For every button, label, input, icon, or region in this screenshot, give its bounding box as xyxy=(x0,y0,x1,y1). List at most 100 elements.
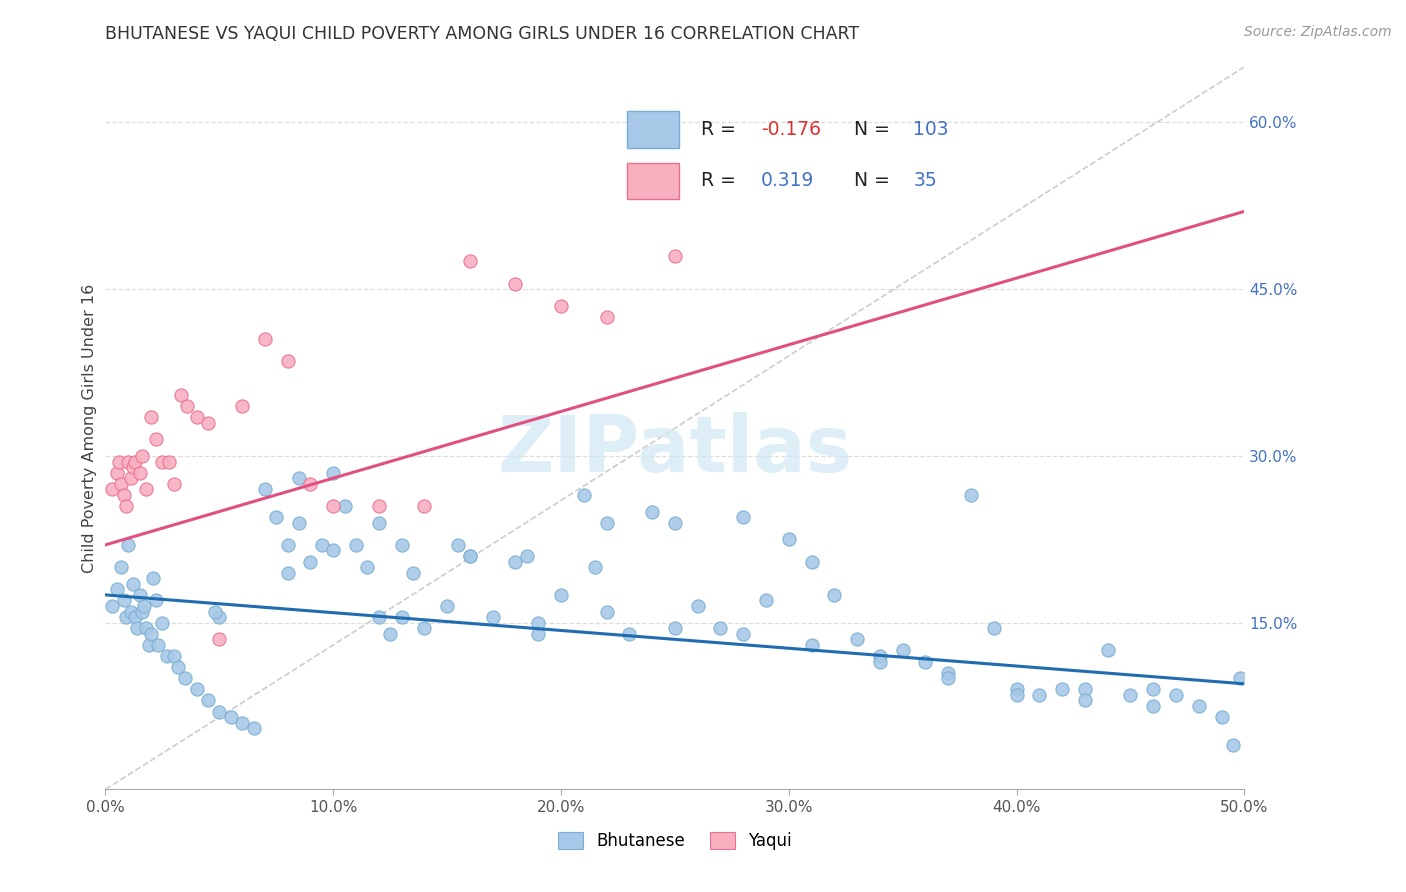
Point xyxy=(152,454,174,468)
Point xyxy=(131,449,153,463)
Text: ZIPatlas: ZIPatlas xyxy=(498,412,852,488)
Point xyxy=(135,621,157,635)
Point xyxy=(135,483,157,497)
Text: BHUTANESE VS YAQUI CHILD POVERTY AMONG GIRLS UNDER 16 CORRELATION CHART: BHUTANESE VS YAQUI CHILD POVERTY AMONG G… xyxy=(105,25,859,43)
Point xyxy=(1142,682,1164,697)
Point xyxy=(219,710,242,724)
Point xyxy=(458,549,481,563)
Point xyxy=(288,471,311,485)
Point xyxy=(800,638,823,652)
Point xyxy=(145,593,167,607)
Point xyxy=(105,582,128,597)
Point xyxy=(1222,738,1244,752)
Point xyxy=(436,599,458,613)
Point xyxy=(391,538,413,552)
Point xyxy=(595,516,617,530)
Point xyxy=(1028,688,1050,702)
Point xyxy=(527,627,550,641)
Point xyxy=(1005,688,1028,702)
Point xyxy=(105,466,128,480)
Point xyxy=(664,249,686,263)
Point xyxy=(664,516,686,530)
Point xyxy=(595,605,617,619)
Point xyxy=(664,621,686,635)
Point xyxy=(333,499,356,513)
Point xyxy=(983,621,1005,635)
Text: R =: R = xyxy=(702,120,742,139)
Point xyxy=(204,605,226,619)
Point xyxy=(413,621,436,635)
Point xyxy=(311,538,333,552)
Point xyxy=(800,555,823,569)
Point xyxy=(356,560,378,574)
Point xyxy=(138,638,160,652)
Point xyxy=(458,254,481,268)
Point xyxy=(163,476,186,491)
FancyBboxPatch shape xyxy=(627,162,679,199)
Point xyxy=(242,721,264,735)
Point xyxy=(163,648,186,663)
Legend: Bhutanese, Yaqui: Bhutanese, Yaqui xyxy=(551,825,799,857)
Point xyxy=(139,627,162,641)
Point xyxy=(1164,688,1187,702)
Point xyxy=(208,610,231,624)
Point xyxy=(1188,699,1211,714)
Point xyxy=(121,576,143,591)
Point xyxy=(447,538,470,552)
Point xyxy=(112,488,135,502)
Point xyxy=(128,466,150,480)
Point xyxy=(869,655,891,669)
Point xyxy=(413,499,436,513)
Point xyxy=(124,454,146,468)
Point xyxy=(145,432,167,446)
Point xyxy=(101,483,124,497)
Point xyxy=(527,615,550,630)
Y-axis label: Child Poverty Among Girls Under 16: Child Poverty Among Girls Under 16 xyxy=(82,284,97,573)
Point xyxy=(115,610,138,624)
Point xyxy=(391,610,413,624)
Text: -0.176: -0.176 xyxy=(761,120,821,139)
Point xyxy=(186,682,208,697)
Point xyxy=(823,588,845,602)
Point xyxy=(208,705,231,719)
Point xyxy=(322,543,344,558)
Point xyxy=(112,593,135,607)
Point xyxy=(101,599,124,613)
Point xyxy=(1074,682,1097,697)
Point xyxy=(127,621,149,635)
Point xyxy=(288,516,311,530)
Point xyxy=(142,571,165,585)
Point xyxy=(505,277,527,291)
Point xyxy=(117,454,139,468)
Point xyxy=(169,388,191,402)
Point xyxy=(253,483,276,497)
Point xyxy=(481,610,503,624)
Point xyxy=(186,410,208,425)
Point xyxy=(299,555,322,569)
Point xyxy=(1050,682,1073,697)
Point xyxy=(1142,699,1164,714)
Point xyxy=(231,399,253,413)
Point xyxy=(277,566,299,580)
Point xyxy=(277,538,299,552)
Point xyxy=(550,299,572,313)
Point xyxy=(197,416,219,430)
Point xyxy=(146,638,169,652)
Point xyxy=(641,504,664,518)
Text: 103: 103 xyxy=(914,120,949,139)
Point xyxy=(197,693,219,707)
Point xyxy=(110,476,132,491)
Point xyxy=(402,566,425,580)
Point xyxy=(277,354,299,368)
Text: 0.319: 0.319 xyxy=(761,171,814,190)
Point xyxy=(733,627,755,641)
Point xyxy=(709,621,731,635)
Text: R =: R = xyxy=(702,171,742,190)
Point xyxy=(110,560,132,574)
Point xyxy=(264,510,288,524)
Point xyxy=(124,610,146,624)
Point xyxy=(139,410,162,425)
Point xyxy=(115,499,138,513)
Point xyxy=(583,560,606,574)
Point xyxy=(516,549,538,563)
